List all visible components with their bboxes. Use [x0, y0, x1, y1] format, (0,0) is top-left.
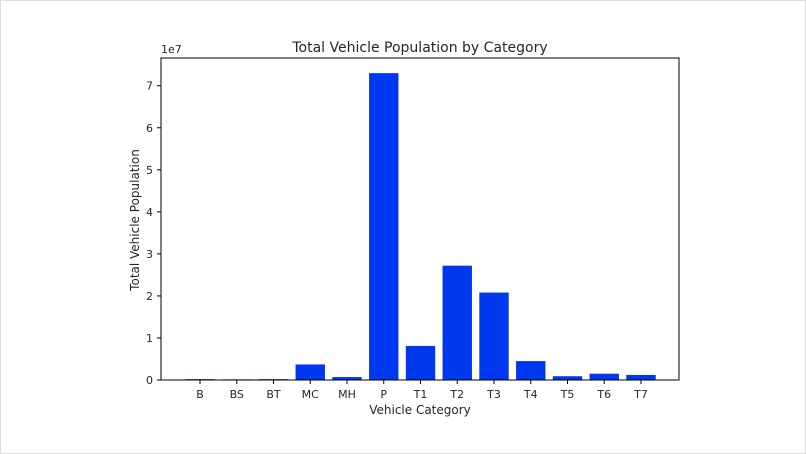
y-axis-multiplier: 1e7	[161, 43, 182, 56]
bar-mh	[332, 377, 362, 380]
bar-t6	[589, 373, 619, 380]
bar-t7	[626, 374, 656, 380]
x-tick-label: T6	[596, 388, 611, 401]
plot-area-frame	[160, 57, 680, 381]
x-axis-label: Vehicle Category	[369, 403, 471, 417]
x-tick-label: T7	[633, 388, 648, 401]
bars-group	[185, 73, 656, 381]
x-tick-label: T5	[560, 388, 575, 401]
bar-t2	[442, 265, 472, 380]
y-ticks-group: 0 1 2 3 4 5 6 7	[146, 80, 161, 387]
y-tick-label: 2	[146, 290, 153, 303]
x-ticks-group: B BS BT MC MH P T1 T2 T3 T4 T5 T6 T7	[196, 380, 648, 401]
x-tick-label: P	[380, 388, 387, 401]
x-tick-label: T1	[413, 388, 428, 401]
bar-t3	[479, 292, 509, 380]
x-tick-label: MC	[302, 388, 319, 401]
x-tick-label: BS	[230, 388, 244, 401]
bar-t1	[405, 345, 436, 380]
y-tick-label: 0	[146, 374, 153, 387]
y-tick-label: 1	[146, 332, 153, 345]
y-tick-label: 3	[146, 248, 153, 261]
x-tick-label: T2	[449, 388, 464, 401]
x-tick-label: BT	[266, 388, 281, 401]
y-tick-label: 7	[146, 80, 153, 93]
bar-t5	[552, 376, 583, 380]
y-tick-label: 6	[146, 122, 153, 135]
x-tick-label: MH	[338, 388, 356, 401]
x-tick-label: T4	[523, 388, 538, 401]
bar-t4	[516, 361, 546, 380]
x-tick-label: T3	[486, 388, 501, 401]
bar-p	[369, 73, 399, 381]
y-axis-label: Total Vehicle Population	[128, 149, 142, 292]
bar-mc	[295, 364, 325, 380]
y-tick-label: 4	[146, 206, 153, 219]
y-tick-label: 5	[146, 164, 153, 177]
chart-title: Total Vehicle Population by Category	[291, 40, 547, 56]
x-tick-label: B	[196, 388, 204, 401]
